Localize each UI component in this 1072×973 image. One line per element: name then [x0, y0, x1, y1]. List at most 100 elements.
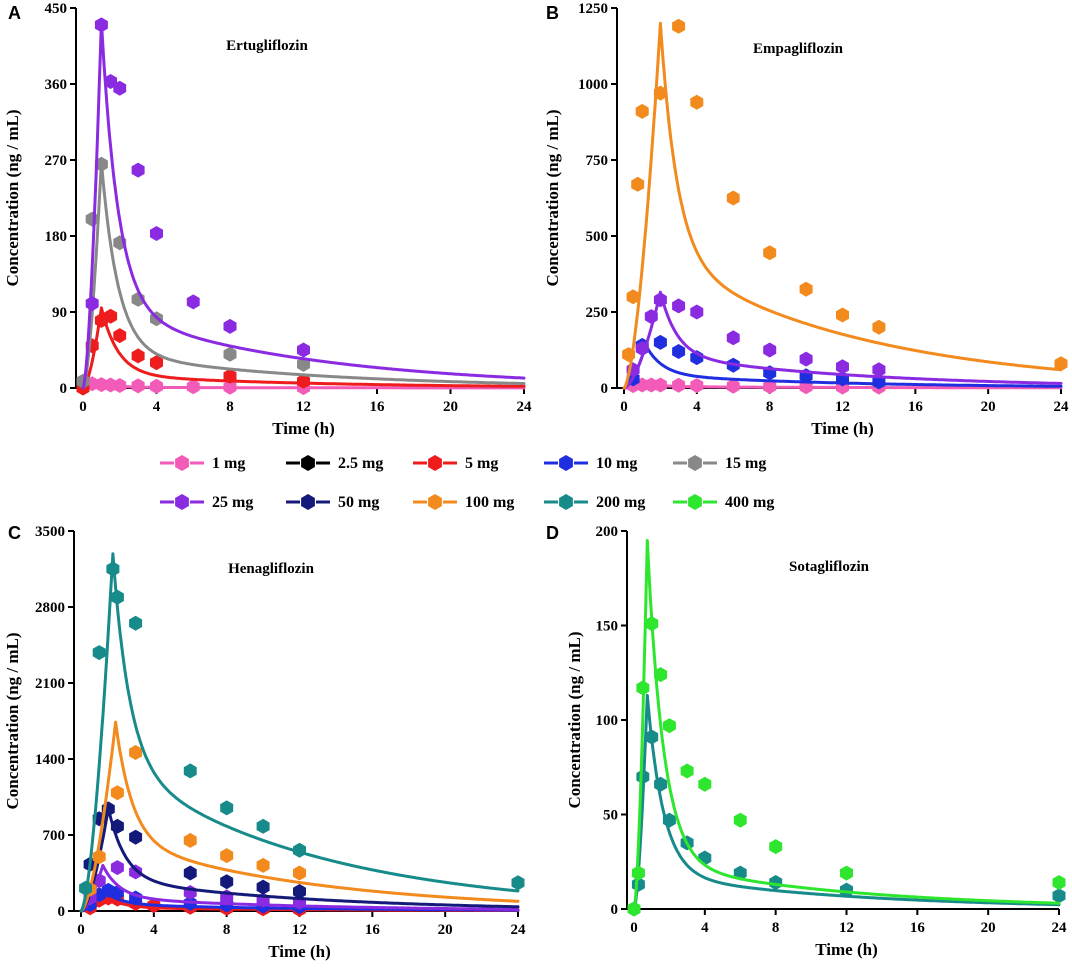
legend-label: 400 mg — [725, 494, 774, 511]
data-point-b-1-mg — [763, 379, 777, 394]
legend-marker — [559, 455, 573, 471]
data-point-c-100-mg — [129, 745, 143, 760]
y-axis-title-d: Concentration (ng / mL) — [565, 631, 584, 808]
legend-marker — [175, 455, 189, 471]
data-point-b-100-mg — [635, 103, 649, 119]
x-tick-label-a: 4 — [153, 399, 161, 415]
series-b-100-mg — [622, 18, 1068, 390]
data-point-d-400-mg — [654, 667, 668, 683]
x-tick-label-d: 24 — [1052, 920, 1068, 936]
data-point-a-1-mg — [150, 378, 163, 394]
x-tick-label-d: 16 — [910, 920, 926, 936]
data-point-b-1-mg — [690, 378, 704, 394]
series-d-200-mg — [627, 693, 1066, 917]
y-tick-label-c: 2100 — [35, 676, 65, 692]
data-point-b-25-mg — [763, 342, 777, 358]
data-point-a-1-mg — [131, 378, 145, 394]
legend-marker — [559, 494, 573, 510]
data-point-a-25-mg — [113, 80, 127, 96]
data-point-c-200-mg — [220, 800, 234, 816]
data-point-c-200-mg — [79, 880, 92, 896]
data-point-b-10-mg — [672, 344, 686, 359]
data-point-a-1-mg — [223, 379, 237, 395]
legend-marker — [688, 455, 702, 471]
chart-title-c: Henagliflozin — [228, 561, 314, 577]
legend-marker — [428, 494, 442, 510]
x-tick-label-d: 12 — [839, 920, 854, 936]
x-tick-label-a: 0 — [79, 399, 87, 415]
x-tick-label-c: 0 — [77, 922, 85, 938]
x-tick-label-a: 8 — [226, 399, 234, 415]
legend-marker — [301, 455, 315, 471]
data-point-a-5-mg — [297, 373, 310, 389]
y-tick-label-c: 2800 — [35, 600, 65, 616]
data-point-c-100-mg — [220, 848, 234, 864]
x-tick-label-c: 16 — [365, 922, 381, 938]
legend-label: 50 mg — [338, 494, 379, 511]
data-point-b-100-mg — [872, 319, 886, 335]
data-point-c-200-mg — [183, 763, 197, 779]
data-point-b-100-mg — [653, 85, 667, 101]
x-tick-label-b: 16 — [908, 399, 924, 415]
legend-item-10-mg: 10 mg — [544, 455, 637, 472]
data-point-a-5-mg — [113, 328, 127, 344]
legend-item-15-mg: 15 mg — [673, 455, 766, 472]
data-point-b-100-mg — [672, 18, 686, 34]
x-tick-label-a: 24 — [517, 399, 533, 415]
x-tick-label-c: 12 — [292, 922, 307, 938]
x-tick-label-c: 20 — [438, 922, 453, 938]
x-tick-label-b: 8 — [766, 399, 774, 415]
data-point-c-200-mg — [511, 875, 525, 891]
data-point-d-400-mg — [627, 901, 641, 917]
x-tick-label-a: 20 — [443, 399, 458, 415]
y-tick-label-b: 1250 — [578, 1, 608, 17]
data-point-c-100-mg — [293, 865, 306, 881]
data-point-b-100-mg — [836, 307, 849, 323]
data-point-a-15-mg — [94, 156, 108, 172]
y-tick-label-a: 270 — [45, 153, 68, 169]
data-point-c-200-mg — [293, 842, 306, 858]
curve-b-100-mg — [622, 21, 1063, 390]
series-b-25-mg — [622, 290, 1063, 390]
data-point-d-400-mg — [662, 718, 676, 734]
x-tick-label-d: 8 — [772, 920, 780, 936]
data-point-c-200-mg — [106, 561, 120, 577]
legend-label: 2.5 mg — [338, 455, 383, 472]
x-tick-label-c: 4 — [150, 922, 158, 938]
data-point-b-1-mg — [653, 377, 667, 393]
data-point-a-5-mg — [104, 308, 118, 324]
y-tick-label-c: 3500 — [35, 524, 65, 540]
x-axis-title-d: Time (h) — [815, 940, 878, 959]
data-point-c-200-mg — [129, 615, 143, 631]
y-tick-label-d: 50 — [603, 808, 618, 824]
legend-marker — [688, 494, 702, 510]
data-point-d-200-mg — [1052, 888, 1066, 904]
data-point-d-400-mg — [1052, 875, 1066, 890]
y-tick-label-c: 0 — [58, 904, 66, 920]
data-point-c-100-mg — [110, 785, 124, 801]
data-point-b-10-mg — [653, 334, 667, 350]
legend-label: 200 mg — [596, 494, 645, 511]
data-point-c-200-mg — [256, 818, 270, 834]
curve-a-25-mg — [81, 19, 526, 390]
data-point-b-25-mg — [653, 292, 667, 308]
data-point-b-100-mg — [622, 347, 635, 363]
data-point-d-200-mg — [840, 882, 853, 898]
y-tick-label-a: 450 — [45, 1, 68, 17]
data-point-c-50-mg — [129, 829, 143, 845]
curve-c-100-mg — [79, 720, 520, 913]
legend-marker — [301, 494, 315, 510]
data-point-b-100-mg — [626, 289, 640, 305]
data-point-b-100-mg — [763, 245, 777, 261]
y-axis-title-a: Concentration (ng / mL) — [3, 109, 22, 286]
data-point-a-5-mg — [223, 368, 237, 384]
data-point-a-1-mg — [186, 379, 200, 395]
legend-label: 1 mg — [212, 455, 245, 472]
x-tick-label-b: 20 — [981, 399, 996, 415]
legend-marker — [428, 455, 442, 471]
data-point-d-400-mg — [840, 865, 853, 881]
y-tick-label-d: 150 — [596, 619, 619, 635]
data-point-a-25-mg — [131, 162, 145, 178]
data-point-d-200-mg — [654, 776, 668, 792]
legend-item-1-mg: 1 mg — [160, 455, 245, 472]
